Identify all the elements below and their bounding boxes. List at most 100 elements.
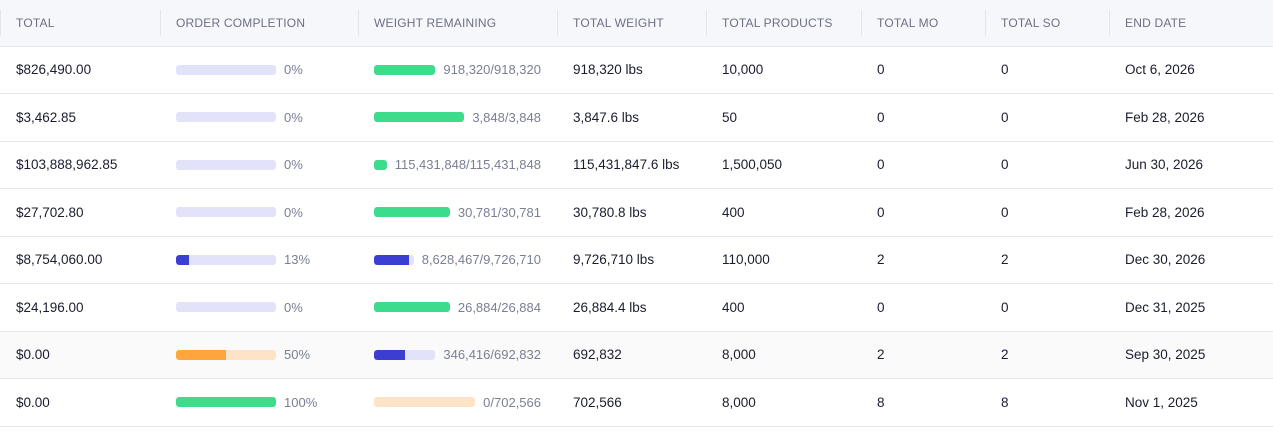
end-date-cell: Sep 30, 2025: [1109, 331, 1273, 379]
end-date-cell: Dec 30, 2026: [1109, 236, 1273, 284]
order-completion-label: 0%: [284, 109, 303, 125]
weight-remaining-cell: 115,431,848/115,431,848: [358, 141, 557, 189]
total-mo-cell: 0: [861, 188, 985, 237]
order-completion-bar: [176, 397, 276, 408]
total-weight-cell: 3,847.6 lbs: [557, 93, 706, 142]
weight-remaining-bar: [374, 349, 436, 360]
order-completion-bar: [176, 254, 276, 265]
order-completion-cell: 100%: [160, 378, 358, 427]
total-cell: $24,196.00: [0, 283, 160, 332]
weight-remaining-label: 918,320/918,320: [443, 62, 541, 78]
table-row[interactable]: $3,462.85 0% 3,848/3,848 3,847.6 lbs 50 …: [0, 93, 1273, 142]
total-products-cell: 400: [706, 188, 861, 237]
order-completion-label: 0%: [284, 299, 303, 315]
total-cell: $0.00: [0, 331, 160, 379]
weight-remaining-fill: [374, 112, 465, 123]
order-completion-cell: 0%: [160, 46, 358, 94]
weight-remaining-fill: [374, 254, 410, 265]
order-completion-fill: [176, 254, 189, 265]
weight-remaining-fill: [374, 349, 405, 360]
total-weight-cell: 26,884.4 lbs: [557, 283, 706, 332]
order-completion-label: 0%: [284, 157, 303, 173]
total-weight-cell: 702,566: [557, 378, 706, 427]
column-header-total-so[interactable]: TOTAL SO: [985, 0, 1109, 46]
column-header-total[interactable]: TOTAL: [0, 0, 160, 46]
order-completion-cell: 13%: [160, 236, 358, 284]
weight-remaining-label: 26,884/26,884: [457, 299, 541, 315]
total-cell: $0.00: [0, 378, 160, 427]
order-completion-cell: 0%: [160, 93, 358, 142]
order-completion-cell: 50%: [160, 331, 358, 379]
total-weight-cell: 30,780.8 lbs: [557, 188, 706, 237]
order-completion-bar: [176, 112, 276, 123]
column-header-total-weight[interactable]: TOTAL WEIGHT: [557, 0, 706, 46]
weight-remaining-label: 115,431,848/115,431,848: [394, 157, 541, 173]
orders-table: TOTAL ORDER COMPLETION WEIGHT REMAINING TOT…: [0, 0, 1273, 427]
weight-remaining-label: 3,848/3,848: [472, 109, 541, 125]
order-completion-fill: [176, 349, 226, 360]
total-products-cell: 110,000: [706, 236, 861, 284]
total-so-cell: 8: [985, 378, 1109, 427]
weight-remaining-cell: 918,320/918,320: [358, 46, 557, 94]
table-row[interactable]: $27,702.80 0% 30,781/30,781 30,780.8 lbs…: [0, 188, 1273, 237]
total-mo-cell: 2: [861, 331, 985, 379]
order-completion-label: 13%: [284, 252, 311, 268]
weight-remaining-fill: [374, 64, 436, 75]
weight-remaining-bar: [374, 159, 387, 170]
total-so-cell: 0: [985, 283, 1109, 332]
order-completion-label: 0%: [284, 62, 303, 78]
end-date-cell: Dec 31, 2025: [1109, 283, 1273, 332]
table-row[interactable]: $24,196.00 0% 26,884/26,884 26,884.4 lbs…: [0, 283, 1273, 332]
weight-remaining-cell: 3,848/3,848: [358, 93, 557, 142]
column-header-order-completion[interactable]: ORDER COMPLETION: [160, 0, 358, 46]
table-row[interactable]: $103,888,962.85 0% 115,431,848/115,431,8…: [0, 141, 1273, 189]
weight-remaining-fill: [374, 159, 387, 170]
weight-remaining-bar: [374, 207, 450, 218]
weight-remaining-cell: 26,884/26,884: [358, 283, 557, 332]
order-completion-cell: 0%: [160, 141, 358, 189]
total-so-cell: 2: [985, 331, 1109, 379]
end-date-cell: Feb 28, 2026: [1109, 93, 1273, 142]
column-header-total-products[interactable]: TOTAL PRODUCTS: [706, 0, 861, 46]
total-mo-cell: 0: [861, 141, 985, 189]
total-products-cell: 10,000: [706, 46, 861, 94]
total-mo-cell: 2: [861, 236, 985, 284]
table-row[interactable]: $0.00 100% 0/702,566 702,566 8,000 8 8 N…: [0, 378, 1273, 427]
order-completion-label: 50%: [284, 347, 311, 363]
table-row[interactable]: $8,754,060.00 13% 8,628,467/9,726,710 9,…: [0, 236, 1273, 284]
order-completion-cell: 0%: [160, 283, 358, 332]
end-date-cell: Jun 30, 2026: [1109, 141, 1273, 189]
total-cell: $103,888,962.85: [0, 141, 160, 189]
column-header-weight-remaining[interactable]: WEIGHT REMAINING: [358, 0, 557, 46]
end-date-cell: Feb 28, 2026: [1109, 188, 1273, 237]
column-header-end-date[interactable]: END DATE: [1109, 0, 1273, 46]
order-completion-cell: 0%: [160, 188, 358, 237]
weight-remaining-bar: [374, 397, 476, 408]
order-completion-bar: [176, 64, 276, 75]
weight-remaining-cell: 0/702,566: [358, 378, 557, 427]
order-completion-bar: [176, 207, 276, 218]
order-completion-label: 100%: [284, 394, 318, 410]
order-completion-label: 0%: [284, 204, 303, 220]
total-cell: $3,462.85: [0, 93, 160, 142]
total-mo-cell: 0: [861, 93, 985, 142]
weight-remaining-cell: 8,628,467/9,726,710: [358, 236, 557, 284]
total-mo-cell: 8: [861, 378, 985, 427]
weight-remaining-cell: 30,781/30,781: [358, 188, 557, 237]
total-mo-cell: 0: [861, 46, 985, 94]
weight-remaining-bar: [374, 254, 414, 265]
total-so-cell: 0: [985, 188, 1109, 237]
weight-remaining-cell: 346,416/692,832: [358, 331, 557, 379]
end-date-cell: Oct 6, 2026: [1109, 46, 1273, 94]
weight-remaining-label: 30,781/30,781: [457, 204, 541, 220]
total-so-cell: 0: [985, 93, 1109, 142]
table-row[interactable]: $826,490.00 0% 918,320/918,320 918,320 l…: [0, 46, 1273, 94]
column-header-total-mo[interactable]: TOTAL MO: [861, 0, 985, 46]
weight-remaining-label: 0/702,566: [483, 394, 541, 410]
total-products-cell: 8,000: [706, 331, 861, 379]
total-products-cell: 1,500,050: [706, 141, 861, 189]
table-row[interactable]: $0.00 50% 346,416/692,832 692,832 8,000 …: [0, 331, 1273, 379]
weight-remaining-label: 346,416/692,832: [443, 347, 541, 363]
total-so-cell: 0: [985, 46, 1109, 94]
order-completion-bar: [176, 349, 276, 360]
